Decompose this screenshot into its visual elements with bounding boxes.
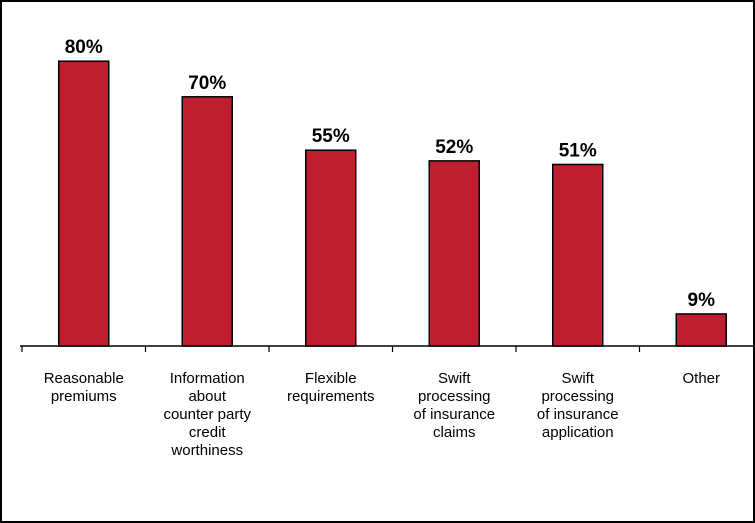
x-tick-label: Reasonable premiums [44, 370, 124, 405]
x-tick-label-line: Other [682, 370, 720, 387]
bar [305, 149, 357, 347]
x-tick-label-line: of insurance [537, 406, 619, 423]
x-tick-label: Flexible requirements [287, 370, 375, 405]
x-tick-label: Other [682, 370, 720, 387]
x-tick-label-line: counter party [163, 406, 251, 423]
bar [428, 160, 480, 347]
bar [181, 96, 233, 347]
bar [58, 60, 110, 347]
x-tick-label-line: Flexible [305, 370, 357, 387]
x-tick-label-line: processing [541, 388, 614, 405]
x-tick-label-line: about [188, 388, 226, 405]
x-tick-label-line: premiums [51, 388, 117, 405]
x-tick-label: Information about counter party credit worth… [163, 370, 251, 459]
x-tick-label-line: Swift [561, 370, 594, 387]
data-label: 52% [435, 137, 473, 158]
data-label: 9% [688, 290, 716, 311]
x-tick-label-line: Information [170, 370, 245, 387]
data-label: 55% [312, 126, 350, 147]
x-tick-label-line: Swift [438, 370, 471, 387]
bar [675, 313, 727, 347]
x-tick-label-line: processing [418, 388, 491, 405]
x-tick-label-line: credit [189, 424, 227, 441]
bar [552, 163, 604, 347]
x-tick-label-line: claims [433, 424, 476, 441]
data-label: 80% [65, 37, 103, 58]
data-label: 51% [559, 140, 597, 161]
x-tick-label: Swift processing of insurance application [537, 370, 619, 441]
x-tick-label-line: application [542, 424, 614, 441]
data-label: 70% [188, 73, 226, 94]
x-tick-label: Swift processing of insurance claims [413, 370, 495, 441]
x-tick-label-line: Reasonable [44, 370, 124, 387]
x-tick-label-line: worthiness [170, 442, 243, 459]
x-tick-label-line: requirements [287, 388, 375, 405]
x-tick-label-line: of insurance [413, 406, 495, 423]
